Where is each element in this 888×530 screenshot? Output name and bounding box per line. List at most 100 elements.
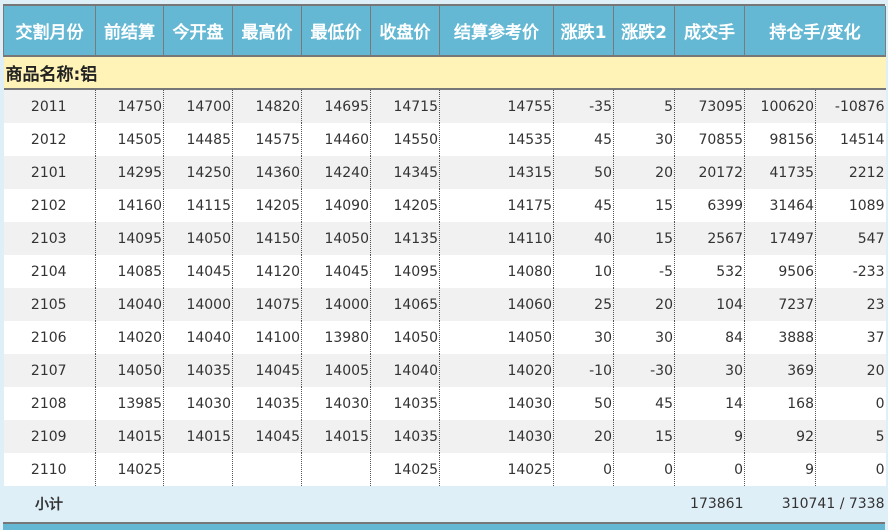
column-header[interactable]: 涨跌2 xyxy=(613,6,675,57)
table-row[interactable]: 2101 14295 14250 14360 14240 14345 14315 50 20 20… xyxy=(3,156,886,189)
table-cell: 2105 xyxy=(3,288,96,321)
table-cell: 17497 xyxy=(744,222,816,255)
column-header[interactable]: 交割月份 xyxy=(3,6,96,57)
table-cell: 14695 xyxy=(301,89,371,123)
table-cell: 6399 xyxy=(674,189,745,222)
table-cell: 14205 xyxy=(370,189,440,222)
table-row[interactable]: 2012 14505 14485 14575 14460 14550 14535 45 30 70… xyxy=(3,123,886,156)
table-cell: 9 xyxy=(744,453,816,486)
table-cell: 14485 xyxy=(163,123,233,156)
table-row[interactable]: 2109 14015 14015 14045 14015 14035 14030 20 15 9 9… xyxy=(3,420,886,453)
table-cell: 30 xyxy=(674,354,745,387)
table-cell: 2567 xyxy=(674,222,745,255)
column-header[interactable]: 持仓手/变化 xyxy=(744,6,886,57)
table-row[interactable]: 2104 14085 14045 14120 14045 14095 14080 10 -5 53… xyxy=(3,255,886,288)
table-cell: 30 xyxy=(613,321,675,354)
table-cell: 2011 xyxy=(3,89,96,123)
subtotal-label: 小计 xyxy=(3,486,96,521)
table-cell: 2102 xyxy=(3,189,96,222)
table-cell: 168 xyxy=(744,387,816,420)
table-cell: 14250 xyxy=(163,156,233,189)
table-cell: 14575 xyxy=(232,123,302,156)
table-cell: 14025 xyxy=(95,453,164,486)
table-row[interactable]: 2103 14095 14050 14150 14050 14135 14110 40 15 25… xyxy=(3,222,886,255)
table-cell xyxy=(301,453,371,486)
column-header[interactable]: 结算参考价 xyxy=(439,6,554,57)
table-cell: 14535 xyxy=(439,123,554,156)
column-header[interactable]: 涨跌1 xyxy=(553,6,614,57)
table-cell: 14205 xyxy=(232,189,302,222)
subtotal-row: 小计 173861 310741 / 7338 xyxy=(3,486,886,521)
table-cell: 14020 xyxy=(439,354,554,387)
column-header[interactable]: 最高价 xyxy=(232,6,302,57)
table-cell: 14750 xyxy=(95,89,164,123)
column-header[interactable]: 今开盘 xyxy=(163,6,233,57)
table-cell: -35 xyxy=(553,89,614,123)
table-cell: 20 xyxy=(613,156,675,189)
column-header[interactable]: 前结算 xyxy=(95,6,164,57)
table-cell: 14060 xyxy=(439,288,554,321)
table-cell: 14020 xyxy=(95,321,164,354)
table-cell: 104 xyxy=(674,288,745,321)
table-cell: 14005 xyxy=(301,354,371,387)
table-row[interactable]: 2105 14040 14000 14075 14000 14065 14060 25 20 10… xyxy=(3,288,886,321)
table-cell: 20172 xyxy=(674,156,745,189)
table-cell: 13980 xyxy=(301,321,371,354)
table-cell: 14045 xyxy=(232,354,302,387)
table-row[interactable]: 2107 14050 14035 14045 14005 14040 14020 -10 -30… xyxy=(3,354,886,387)
table-cell: 40 xyxy=(553,222,614,255)
table-cell: 1089 xyxy=(815,189,886,222)
table-cell: 14755 xyxy=(439,89,554,123)
table-cell: 14045 xyxy=(301,255,371,288)
table-cell: 0 xyxy=(613,453,675,486)
table-cell: 14045 xyxy=(232,420,302,453)
table-cell: 14095 xyxy=(370,255,440,288)
table-cell: 2212 xyxy=(815,156,886,189)
table-cell: 14514 xyxy=(815,123,886,156)
table-cell: 2109 xyxy=(3,420,96,453)
column-header[interactable]: 成交手 xyxy=(674,6,745,57)
table-cell: 3888 xyxy=(744,321,816,354)
table-cell: -10 xyxy=(553,354,614,387)
table-cell: 14050 xyxy=(163,222,233,255)
quote-table-container: 交割月份 前结算 今开盘 最高价 最低价 收盘价 结算参考价 涨跌1 涨跌2 成交手 持仓手/变化 … xyxy=(3,4,886,521)
table-cell: 31464 xyxy=(744,189,816,222)
table-cell: 14240 xyxy=(301,156,371,189)
table-cell: 14050 xyxy=(370,321,440,354)
table-cell: 84 xyxy=(674,321,745,354)
table-cell: -5 xyxy=(613,255,675,288)
table-cell: 2101 xyxy=(3,156,96,189)
table-cell: 14045 xyxy=(163,255,233,288)
table-row[interactable]: 2110 14025 14025 14025 0 0 0 9 0 xyxy=(3,453,886,486)
table-cell: 25 xyxy=(553,288,614,321)
table-cell: 30 xyxy=(613,123,675,156)
table-cell: 37 xyxy=(815,321,886,354)
table-cell xyxy=(163,453,233,486)
table-cell: 14050 xyxy=(301,222,371,255)
column-header[interactable]: 收盘价 xyxy=(370,6,440,57)
table-cell: 14135 xyxy=(370,222,440,255)
table-cell: 14000 xyxy=(163,288,233,321)
table-cell: 14100 xyxy=(232,321,302,354)
table-cell: 14015 xyxy=(301,420,371,453)
subtotal-volume: 173861 xyxy=(674,486,745,521)
table-cell: -10876 xyxy=(815,89,886,123)
table-cell: 5 xyxy=(815,420,886,453)
column-header[interactable]: 最低价 xyxy=(301,6,371,57)
product-name: 商品名称:铝 xyxy=(3,56,886,90)
table-row[interactable]: 2011 14750 14700 14820 14695 14715 14755 -35 5 73… xyxy=(3,89,886,123)
table-cell: -233 xyxy=(815,255,886,288)
table-row[interactable]: 2108 13985 14030 14035 14030 14035 14030 50 45 14… xyxy=(3,387,886,420)
table-row[interactable]: 2106 14020 14040 14100 13980 14050 14050 30 30 84… xyxy=(3,321,886,354)
table-cell: 2103 xyxy=(3,222,96,255)
table-cell: 14030 xyxy=(439,420,554,453)
table-cell: 14075 xyxy=(232,288,302,321)
table-cell: 14035 xyxy=(232,387,302,420)
table-cell: -30 xyxy=(613,354,675,387)
table-cell: 9506 xyxy=(744,255,816,288)
table-cell: 14030 xyxy=(301,387,371,420)
table-row[interactable]: 2102 14160 14115 14205 14090 14205 14175 45 15 63… xyxy=(3,189,886,222)
table-cell: 14040 xyxy=(163,321,233,354)
table-cell: 45 xyxy=(553,123,614,156)
table-cell: 13985 xyxy=(95,387,164,420)
